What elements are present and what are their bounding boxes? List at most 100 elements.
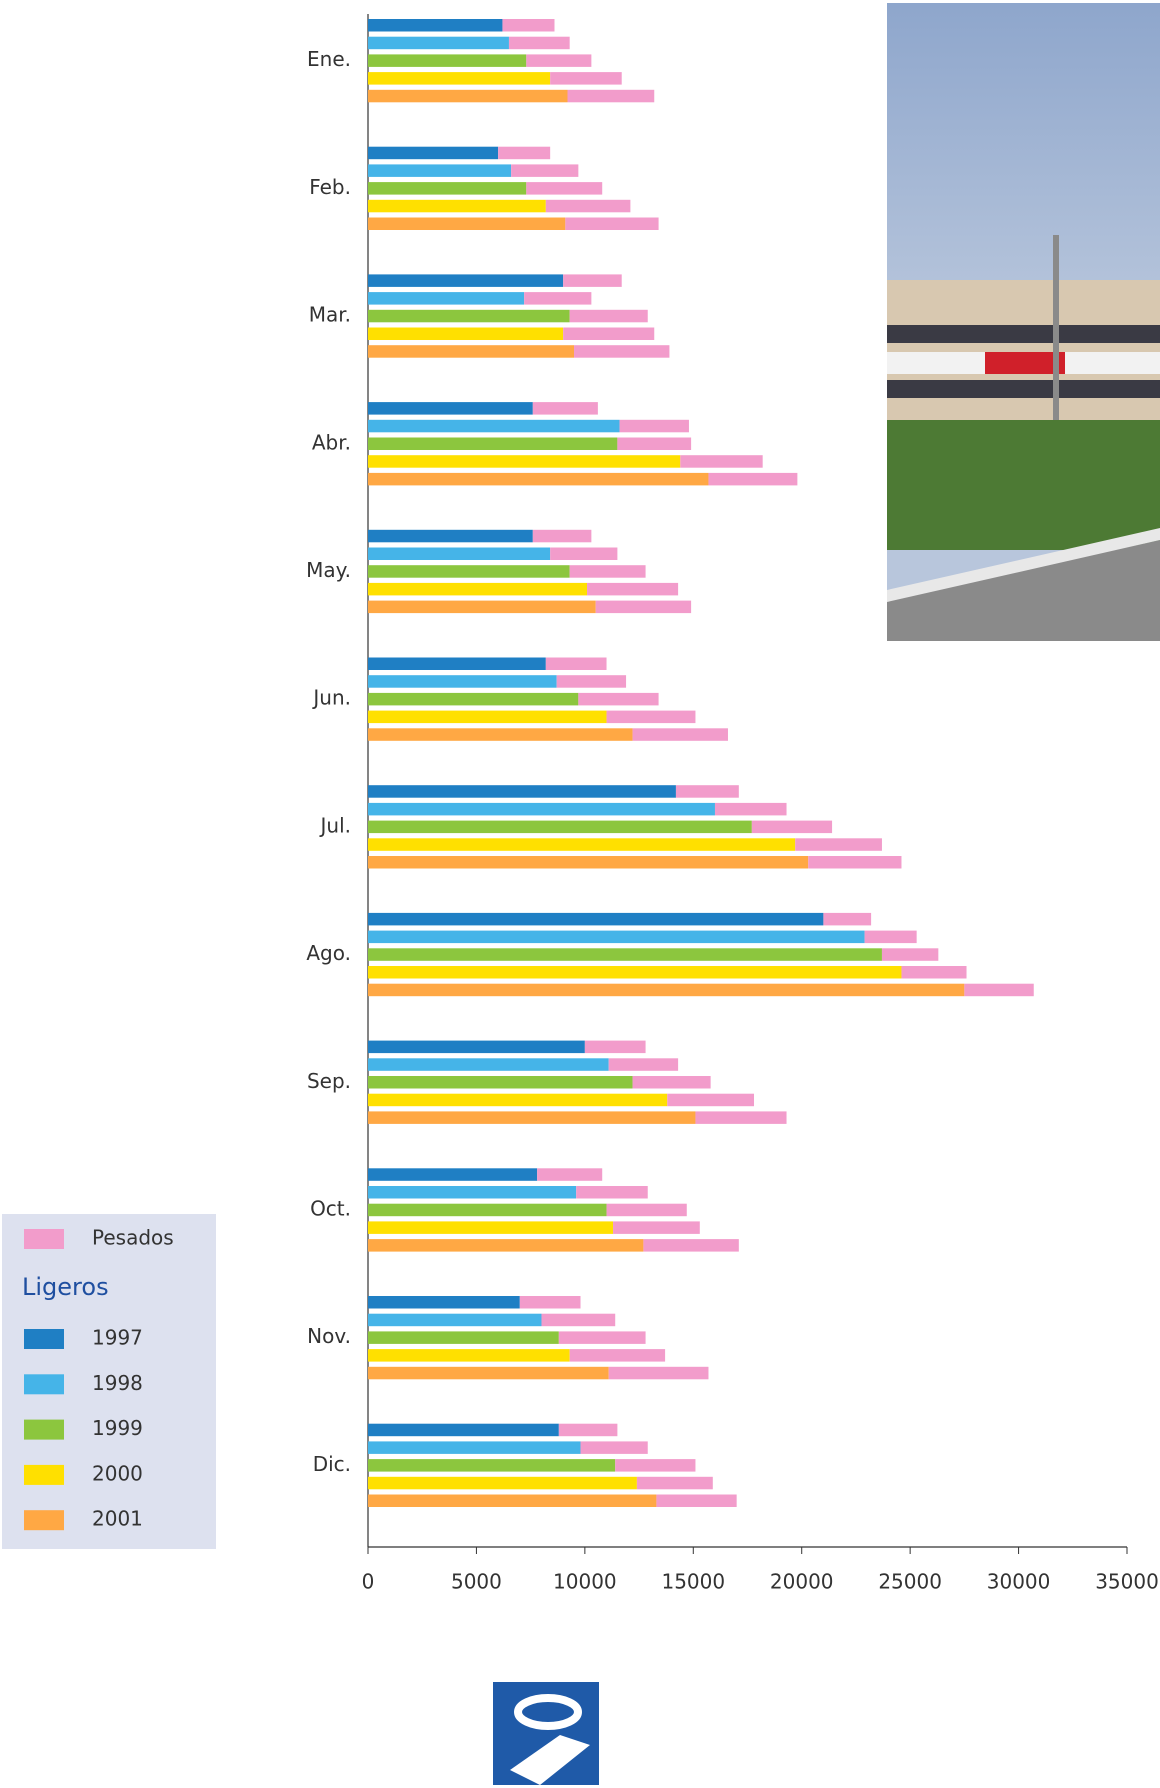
bar-ligeros — [368, 182, 527, 195]
bar-pesados — [795, 838, 882, 851]
bar-ligeros — [368, 912, 824, 926]
bar-ligeros — [368, 199, 546, 213]
bar-pesados — [524, 292, 592, 305]
bar-ligeros — [368, 1076, 633, 1089]
bar-ligeros — [368, 1221, 614, 1234]
bar-pesados — [636, 1476, 713, 1490]
x-tick-label: 25000 — [878, 1570, 942, 1594]
bar-pesados — [751, 820, 833, 834]
bar-pesados — [708, 472, 798, 486]
bar-ligeros — [368, 600, 596, 614]
bar-ligeros — [368, 1459, 616, 1472]
x-tick-label: 20000 — [770, 1570, 834, 1594]
bar-ligeros — [368, 838, 796, 851]
bar-pesados — [502, 19, 555, 32]
bar-pesados — [508, 36, 570, 50]
bar-pesados — [632, 728, 728, 741]
bar-ligeros — [368, 419, 620, 433]
bar-pesados — [545, 199, 631, 213]
bar-ligeros — [368, 1040, 585, 1054]
legend-label: 2001 — [92, 1507, 143, 1531]
legend-swatch — [24, 1229, 64, 1249]
bar-pesados — [545, 657, 607, 670]
bar-ligeros — [368, 802, 715, 816]
bar-ligeros — [368, 19, 503, 32]
bar-pesados — [558, 1331, 646, 1344]
bar-pesados — [823, 912, 872, 926]
bar-ligeros — [368, 675, 557, 688]
bar-ligeros — [368, 856, 809, 869]
x-tick-label: 30000 — [987, 1570, 1051, 1594]
bar-ligeros — [368, 217, 566, 230]
bar-ligeros — [368, 930, 865, 944]
bar-ligeros — [368, 582, 588, 596]
bar-pesados — [537, 1168, 603, 1181]
y-tick-label: Dic. — [313, 1452, 351, 1476]
legend-swatch — [24, 1464, 64, 1485]
bar-pesados — [558, 1423, 618, 1437]
bar-pesados — [563, 327, 655, 340]
bar-pesados — [608, 1366, 709, 1380]
bar-pesados — [667, 1093, 755, 1107]
bar-ligeros — [368, 54, 527, 67]
bar-pesados — [556, 675, 627, 688]
bar-ligeros — [368, 164, 512, 177]
bar-ligeros — [368, 89, 568, 103]
bar-ligeros — [368, 36, 509, 50]
bar-ligeros — [368, 1313, 542, 1327]
y-tick-label: Abr. — [312, 430, 351, 454]
bar-ligeros — [368, 455, 681, 468]
bar-ligeros — [368, 1093, 668, 1107]
bar-ligeros — [368, 565, 570, 578]
x-tick-label: 10000 — [553, 1570, 617, 1594]
bar-pesados — [569, 1349, 666, 1362]
bar-ligeros — [368, 710, 607, 724]
bar-ligeros — [368, 529, 533, 543]
legend-label: 1997 — [92, 1326, 143, 1350]
bar-ligeros — [368, 820, 752, 834]
bar-ligeros — [368, 1296, 520, 1309]
legend-label: 1998 — [92, 1371, 143, 1395]
bar-pesados — [656, 1494, 737, 1507]
bar-ligeros — [368, 72, 551, 85]
bar-ligeros — [368, 966, 902, 979]
bar-ligeros — [368, 1331, 559, 1344]
bar-ligeros — [368, 1441, 581, 1454]
bar-pesados — [550, 547, 618, 560]
legend-swatch — [24, 1329, 64, 1349]
bar-pesados — [526, 182, 603, 195]
bar-ligeros — [368, 472, 709, 486]
bar-pesados — [511, 164, 579, 177]
bar-pesados — [498, 146, 551, 160]
legend-label: 1999 — [92, 1416, 143, 1440]
bar-pesados — [519, 1296, 581, 1309]
y-tick-label: Ago. — [306, 941, 351, 965]
legend-swatch — [24, 1510, 64, 1531]
bar-pesados — [569, 565, 646, 578]
bar-ligeros — [368, 1058, 609, 1071]
bar-ligeros — [368, 327, 564, 340]
bar-ligeros — [368, 146, 499, 160]
bar-ligeros — [368, 345, 575, 358]
legend-title: Ligeros — [22, 1273, 109, 1301]
bar-pesados — [541, 1313, 616, 1327]
y-tick-label: Feb. — [309, 175, 351, 199]
bar-ligeros — [368, 437, 618, 450]
bar-pesados — [565, 217, 659, 230]
bar-pesados — [808, 856, 902, 869]
bar-ligeros — [368, 948, 882, 961]
photo — [887, 3, 1160, 641]
bar-pesados — [578, 692, 659, 706]
bar-ligeros — [368, 1366, 609, 1380]
bar-pesados — [675, 785, 739, 798]
bar-pesados — [532, 529, 592, 543]
bar-pesados — [550, 72, 622, 85]
bar-pesados — [606, 1203, 687, 1217]
bar-pesados — [964, 983, 1034, 997]
bar-pesados — [563, 274, 622, 287]
bar-ligeros — [368, 692, 579, 706]
bar-pesados — [714, 802, 787, 816]
bar-pesados — [619, 419, 689, 433]
x-tick-label: 0 — [362, 1570, 375, 1594]
bar-ligeros — [368, 1111, 696, 1124]
